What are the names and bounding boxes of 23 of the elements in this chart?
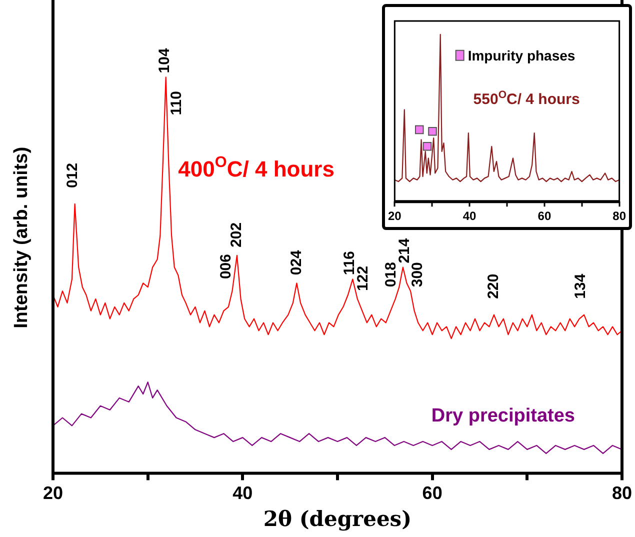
annotation: 024 [288, 249, 305, 276]
annotation: 018 [382, 262, 400, 288]
series-label: Dry precipitates [431, 405, 576, 426]
annotation: 104 [156, 48, 173, 74]
annotation: 006 [217, 254, 234, 280]
y-axis-title: Intensity (arb. units) [11, 146, 32, 328]
legend-label: Impurity phases [468, 47, 576, 64]
x-tick-label: 20 [388, 209, 402, 224]
x-axis-title: 2θ (degrees) [263, 506, 412, 531]
x-tick-label: 80 [612, 482, 632, 503]
annotation: 214 [396, 238, 414, 264]
annotation: 202 [228, 222, 246, 248]
x-tick-label: 60 [538, 209, 552, 224]
x-tick-label: 80 [612, 209, 626, 224]
x-tick-label: 40 [462, 209, 477, 224]
x-tick-label: 40 [232, 482, 253, 503]
annotation: 300 [408, 262, 426, 288]
annotation: 220 [485, 274, 502, 299]
x-tick-label: 60 [422, 482, 442, 503]
annotation: 134 [572, 273, 590, 299]
x-tick-label: 20 [42, 482, 64, 503]
annotation: 012 [64, 162, 81, 188]
annotation: 110 [168, 91, 185, 116]
